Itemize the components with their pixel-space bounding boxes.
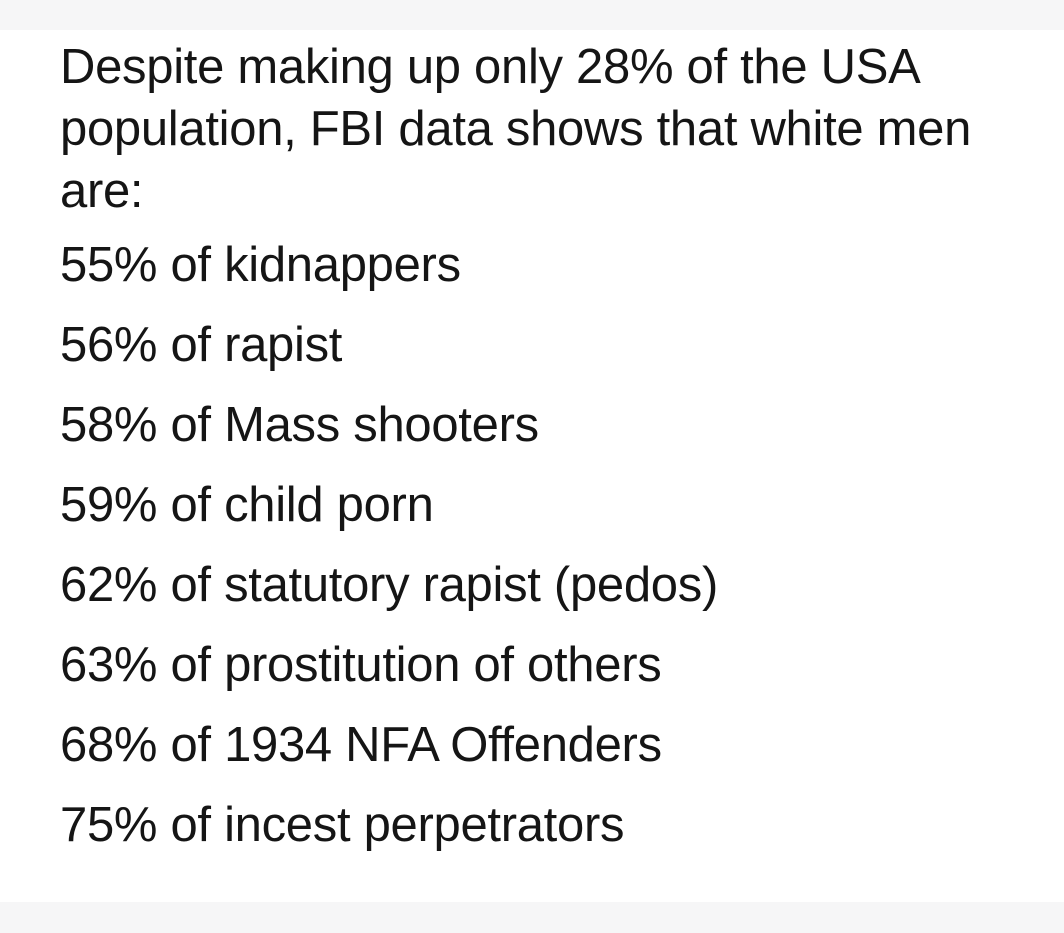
cut-off-glyphs: — ’	[62, 891, 182, 901]
intro-paragraph: Despite making up only 28% of the USA po…	[60, 40, 972, 218]
bottom-background-band	[0, 902, 1064, 933]
cut-off-text-fragment: — ’	[62, 891, 182, 901]
stat-line-nfa-offenders: 68% of 1934 NFA Offenders	[60, 718, 662, 772]
stat-line-child-porn: 59% of child porn	[60, 478, 434, 532]
post-body: Despite making up only 28% of the USA po…	[60, 36, 1040, 872]
stat-line-incest: 75% of incest perpetrators	[60, 798, 625, 852]
stat-line-statutory-rapist: 62% of statutory rapist (pedos)	[60, 558, 718, 612]
stat-line-rapist: 56% of rapist	[60, 318, 343, 372]
stat-line-mass-shooters: 58% of Mass shooters	[60, 398, 539, 452]
top-background-band	[0, 0, 1064, 30]
stat-line-prostitution: 63% of prostitution of others	[60, 638, 662, 692]
stat-line-kidnappers: 55% of kidnappers	[60, 238, 461, 292]
stat-list: 55% of kidnappers 56% of rapist 58% of M…	[60, 232, 1040, 872]
